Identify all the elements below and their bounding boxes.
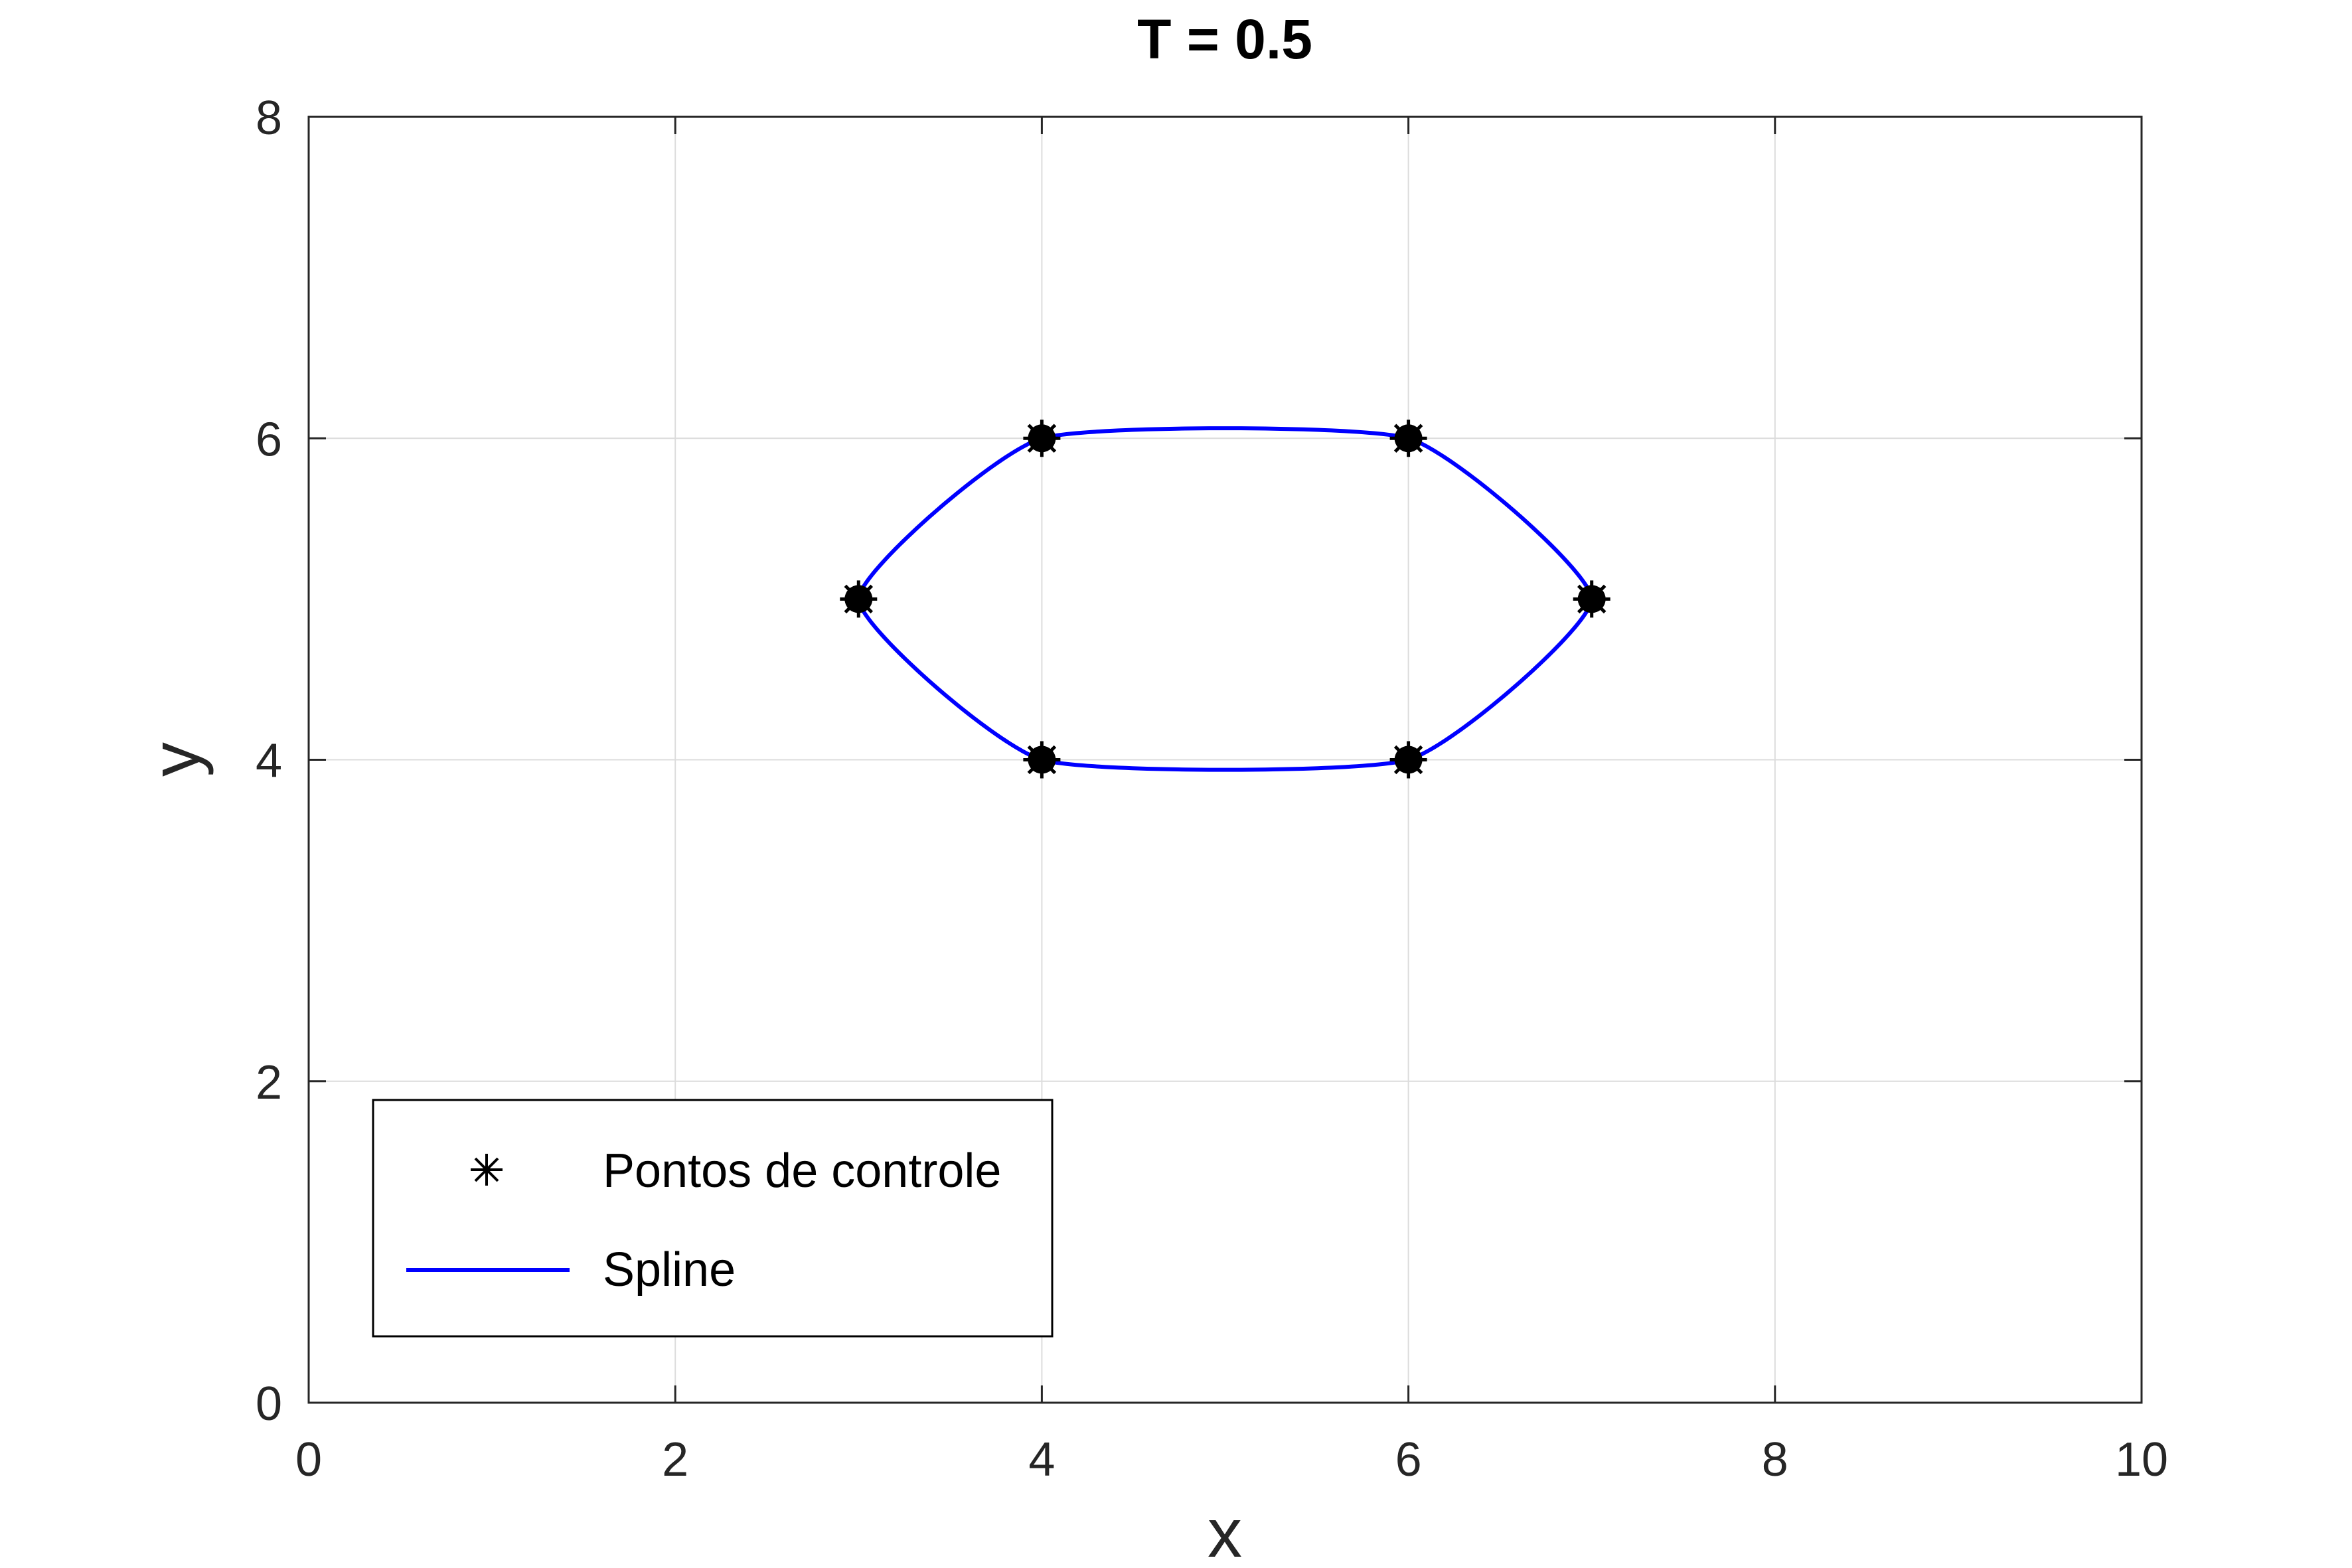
control-point — [1389, 741, 1427, 779]
control-point-star-stroke — [1393, 424, 1423, 453]
x-tick-label: 6 — [1395, 1433, 1422, 1486]
control-point — [840, 580, 878, 618]
legend-label-spline: Spline — [603, 1243, 736, 1296]
control-point — [1573, 580, 1610, 618]
y-tick-label: 8 — [256, 92, 282, 145]
control-point-star-stroke — [1393, 745, 1423, 775]
legend-box — [372, 1099, 1054, 1338]
x-tick-label: 10 — [2115, 1433, 2168, 1486]
chart-title: T = 0.5 — [1137, 8, 1312, 70]
y-tick-label: 6 — [256, 413, 282, 466]
control-point — [1389, 420, 1427, 457]
legend-label-control-points: Pontos de controle — [603, 1144, 1001, 1198]
tick-labels: 0 2 4 6 8 10 0 2 4 6 8 — [256, 92, 2168, 1486]
control-point — [1023, 741, 1061, 779]
y-tick-label: 2 — [256, 1056, 282, 1109]
control-points — [840, 420, 1610, 779]
control-point-star-stroke — [1577, 584, 1607, 614]
y-axis-label: y — [137, 742, 214, 777]
legend: Pontos de controle Spline — [372, 1099, 1054, 1338]
x-tick-label: 2 — [662, 1433, 688, 1486]
x-tick-label: 0 — [295, 1433, 322, 1486]
control-point-star-stroke — [1027, 424, 1057, 453]
y-tick-label: 4 — [256, 735, 282, 788]
legend-marker-icon — [471, 1154, 503, 1186]
x-axis-label: x — [1208, 1495, 1242, 1568]
plot-frame — [307, 116, 2143, 1404]
x-tick-label: 4 — [1028, 1433, 1055, 1486]
control-point-star-stroke — [844, 584, 874, 614]
control-point — [1023, 420, 1061, 457]
y-tick-label: 0 — [256, 1377, 282, 1431]
control-point-star-stroke — [1027, 745, 1057, 775]
x-tick-label: 8 — [1762, 1433, 1788, 1486]
